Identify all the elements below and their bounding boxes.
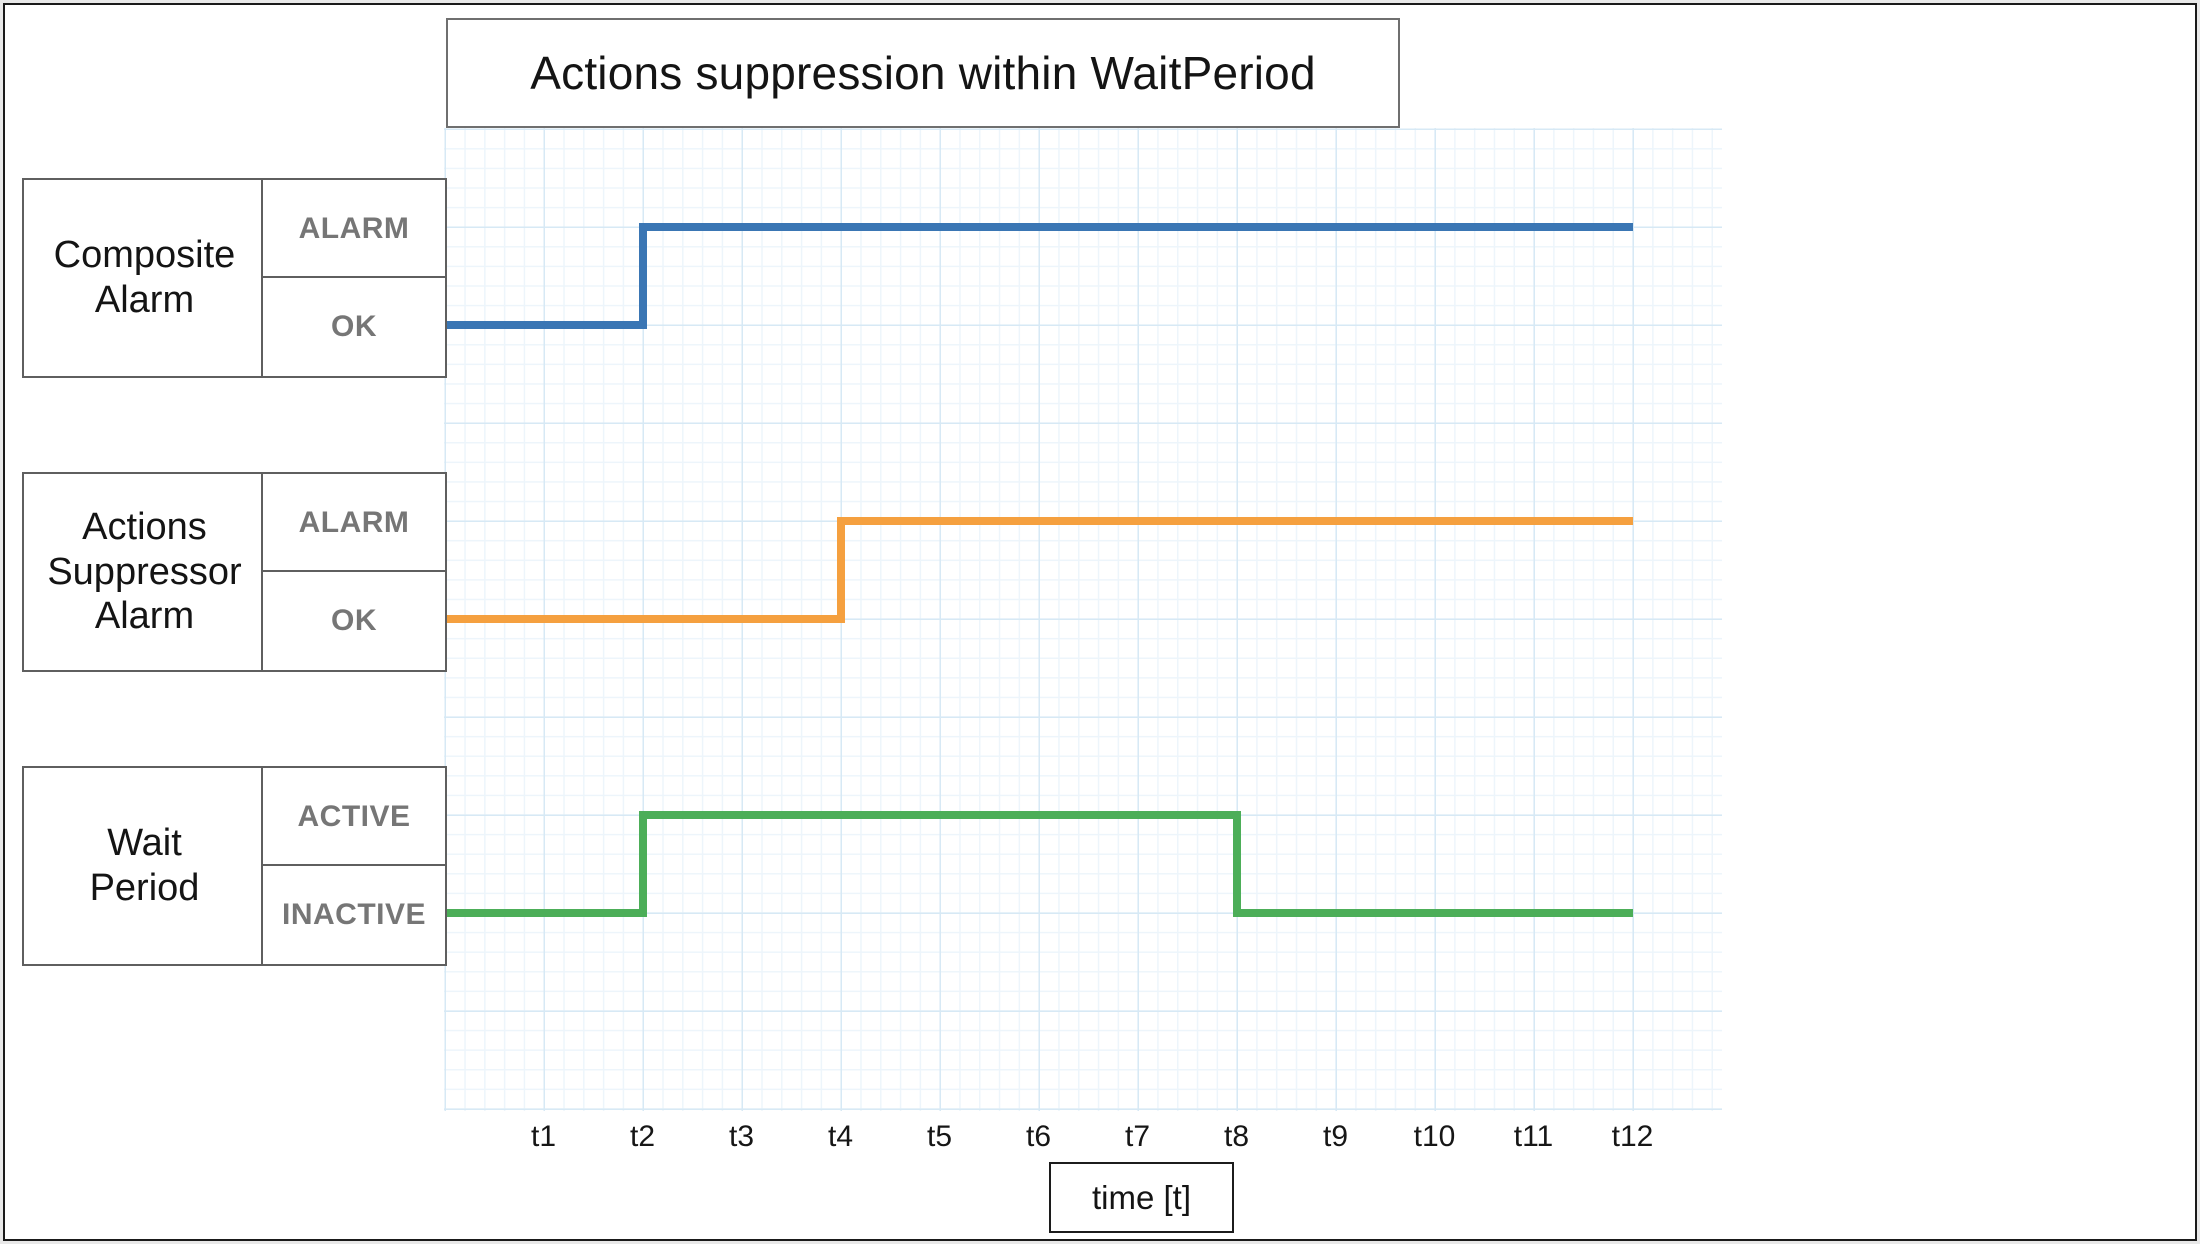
lane1-state-ok: OK — [261, 276, 447, 378]
x-axis-label: time [t] — [1091, 1178, 1192, 1216]
x-tick-label: t10 — [1413, 1120, 1456, 1153]
timing-chart-grid — [444, 128, 1722, 1111]
chart-title: Actions suppression within WaitPeriod — [530, 47, 1316, 99]
x-tick-label: t12 — [1611, 1120, 1654, 1153]
lane3-state-active: ACTIVE — [261, 766, 447, 868]
lane1-state-alarm: ALARM — [261, 178, 447, 280]
lane-label-actions-suppressor-alarm: Actions Suppressor Alarm — [22, 472, 267, 672]
x-tick-label: t1 — [530, 1120, 557, 1153]
x-tick-label: t11 — [1513, 1120, 1554, 1153]
lane2-state-alarm: ALARM — [261, 472, 447, 574]
lane3-state-inactive: INACTIVE — [261, 864, 447, 966]
lane-label-composite-alarm: Composite Alarm — [22, 178, 267, 378]
lane-label-wait-period: Wait Period — [22, 766, 267, 966]
x-tick-label: t7 — [1124, 1120, 1151, 1153]
chart-title-box: Actions suppression within WaitPeriod — [446, 18, 1400, 128]
x-tick-label: t8 — [1223, 1120, 1250, 1153]
x-tick-label: t9 — [1322, 1120, 1349, 1153]
x-tick-label: t2 — [629, 1120, 656, 1153]
x-tick-label: t3 — [728, 1120, 755, 1153]
x-axis-label-box: time [t] — [1049, 1162, 1234, 1233]
x-tick-label: t4 — [827, 1120, 854, 1153]
lane2-state-ok: OK — [261, 570, 447, 672]
x-tick-label: t5 — [926, 1120, 953, 1153]
x-tick-label: t6 — [1025, 1120, 1052, 1153]
